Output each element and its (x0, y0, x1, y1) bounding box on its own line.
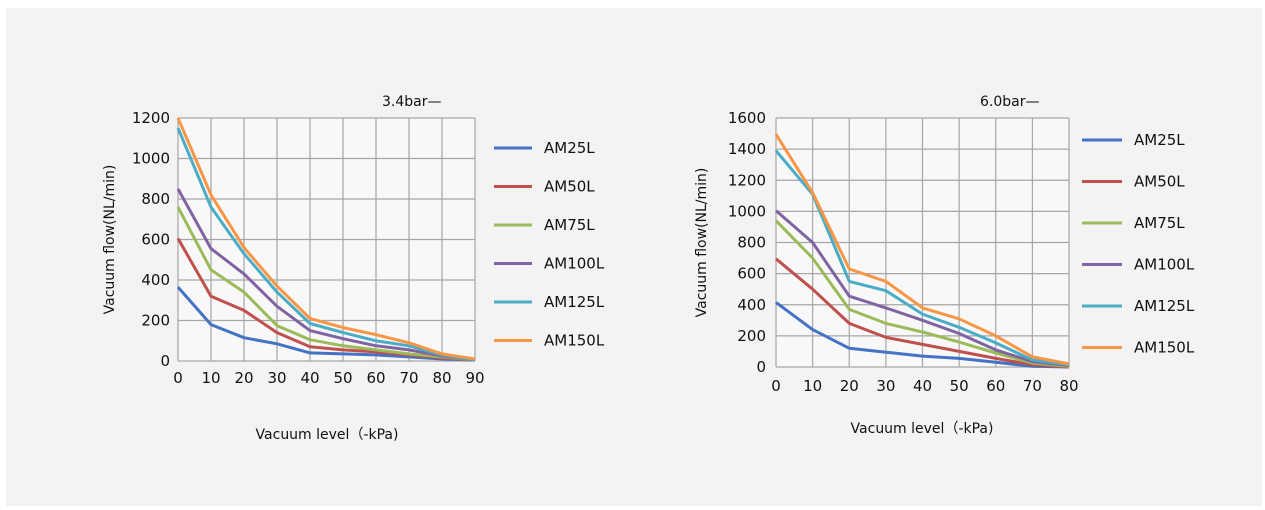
y-tick-label: 800 (737, 234, 766, 252)
y-tick-label: 1000 (728, 202, 766, 220)
x-tick-label: 40 (913, 377, 932, 395)
y-tick-label: 400 (141, 271, 170, 289)
x-tick-label: 70 (399, 369, 418, 387)
y-tick-label: 1200 (728, 171, 766, 189)
legend-label-am50l: AM50L (1134, 173, 1185, 191)
x-tick-label: 50 (333, 369, 352, 387)
legend: AM25L AM50L AM75L AM100L AM125L AM150L (1082, 131, 1195, 357)
legend-label-am50l: AM50L (544, 178, 595, 196)
y-axis-label: Vacuum flow(NL/min) (102, 165, 118, 315)
series-line-am150l (774, 133, 1070, 366)
x-axis-label: Vacuum level（-kPa) (256, 427, 399, 443)
y-tick-label: 0 (160, 352, 170, 370)
legend-label-am150l: AM150L (544, 332, 605, 350)
y-tick-label: 0 (756, 358, 766, 376)
x-tick-label: 0 (173, 369, 183, 387)
legend-label-am100l: AM100L (1134, 256, 1195, 274)
x-tick-label: 40 (300, 369, 319, 387)
y-tick-label: 1200 (132, 109, 170, 127)
chart-panel: 0 200 400 600 800 1000 1200 0 10 20 30 40 50 60 70 80 90… (6, 8, 1262, 506)
x-tick-label: 20 (840, 377, 859, 395)
x-tick-label: 20 (234, 369, 253, 387)
series-line-am100l (775, 209, 1070, 367)
series-line-am150l (176, 117, 476, 361)
legend-label-am125l: AM125L (544, 293, 605, 311)
x-tick-label: 10 (803, 377, 822, 395)
legend-label-am25l: AM25L (1134, 131, 1185, 149)
x-tick-label: 60 (986, 377, 1005, 395)
x-axis-label: Vacuum level（-kPa) (851, 421, 994, 437)
series-line-am75l (774, 219, 1070, 368)
x-tick-label: 70 (1023, 377, 1042, 395)
chart-2: 0 200 400 600 800 1000 1200 1400 1600 0 10 20 30 40 50… (694, 94, 1195, 437)
series-line-am125l (176, 127, 476, 362)
x-tick-label: 50 (950, 377, 969, 395)
x-tick-label: 80 (1059, 377, 1078, 395)
x-tick-label: 30 (876, 377, 895, 395)
y-tick-label: 200 (737, 327, 766, 345)
legend-label-am75l: AM75L (1134, 214, 1185, 232)
y-tick-label: 400 (737, 296, 766, 314)
legend-label-am125l: AM125L (1134, 297, 1195, 315)
legend-label-am150l: AM150L (1134, 339, 1195, 357)
x-tick-label: 80 (432, 369, 451, 387)
x-tick-label: 60 (366, 369, 385, 387)
series-line-am25l (775, 301, 1070, 369)
legend-label-am75l: AM75L (544, 216, 595, 234)
pressure-annotation: 3.4bar— (382, 94, 442, 110)
x-tick-label: 30 (267, 369, 286, 387)
y-tick-label: 200 (141, 312, 170, 330)
y-axis-label: Vacuum flow(NL/min) (694, 168, 710, 318)
legend-label-am100l: AM100L (544, 255, 605, 273)
legend: AM25L AM50L AM75L AM100L AM125L AM150L (494, 139, 605, 350)
y-tick-label: 1400 (728, 140, 766, 158)
chart-1: 0 200 400 600 800 1000 1200 0 10 20 30 40 50 60 70 80 90… (102, 94, 605, 443)
y-tick-label: 600 (737, 265, 766, 283)
series-line-am75l (176, 206, 476, 362)
pressure-annotation: 6.0bar— (980, 94, 1040, 110)
series-line-am100l (176, 188, 476, 362)
series-line-am50l (775, 257, 1070, 369)
y-tick-label: 1000 (132, 150, 170, 168)
legend-label-am25l: AM25L (544, 139, 595, 157)
x-tick-label: 10 (201, 369, 220, 387)
y-tick-label: 600 (141, 231, 170, 249)
y-tick-label: 1600 (728, 109, 766, 127)
x-tick-label: 0 (771, 377, 781, 395)
x-tick-label: 90 (465, 369, 484, 387)
series-line-am125l (774, 149, 1070, 367)
y-tick-label: 800 (141, 190, 170, 208)
